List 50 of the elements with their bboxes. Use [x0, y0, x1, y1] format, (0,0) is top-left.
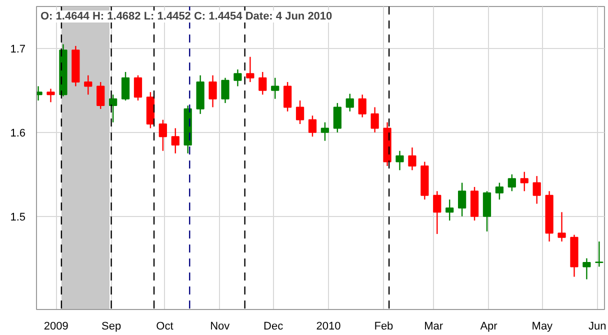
candlestick — [121, 71, 130, 102]
candlestick — [234, 68, 242, 87]
x-tick-label: Mar — [424, 320, 444, 332]
candlestick — [84, 74, 92, 96]
candlestick — [258, 71, 267, 96]
candlestick — [320, 122, 330, 142]
candlestick — [158, 119, 167, 152]
candlestick — [171, 128, 180, 154]
candlestick — [558, 212, 566, 242]
candlestick — [246, 56, 254, 83]
candlestick — [358, 94, 366, 118]
candlestick — [333, 102, 342, 133]
candlestick — [508, 174, 516, 192]
x-tick-label: Nov — [210, 320, 230, 332]
x-tick-label: Apr — [480, 320, 498, 332]
candlestick — [221, 77, 230, 104]
x-tick-label: Oct — [156, 320, 174, 332]
x-tick-label: Feb — [374, 320, 394, 332]
candlestick — [308, 115, 317, 138]
candlestick — [208, 74, 217, 108]
x-tick-label: Sep — [102, 320, 122, 332]
candlestick — [271, 77, 280, 100]
candlestick — [134, 74, 142, 102]
candlestick — [408, 146, 416, 171]
candlestick — [520, 171, 528, 192]
candlestick — [46, 88, 55, 103]
candlestick — [346, 93, 354, 112]
candlestick — [109, 94, 118, 123]
candlestick — [370, 106, 379, 133]
candlestick — [495, 182, 504, 200]
candlestick — [458, 182, 466, 217]
y-tick-label: 1.7 — [10, 43, 26, 56]
y-tick-label: 1.5 — [10, 211, 26, 224]
candlestick — [96, 81, 105, 110]
x-tick-label: May — [532, 320, 554, 332]
candlestick — [595, 240, 604, 268]
annotation: O: 1.4644 H: 1.4682 L: 1.4452 C: 1.4454 Date: 4 Jun 2010 — [40, 10, 332, 22]
x-tick-label: 2010 — [316, 320, 341, 332]
x-tick-label: Dec — [264, 320, 284, 332]
candlestick — [532, 175, 541, 204]
x-tick-label: Jun — [588, 320, 606, 332]
candlestick — [446, 198, 454, 222]
candlestick — [396, 150, 404, 171]
candlestick — [433, 190, 442, 235]
x-tick-label: 2009 — [44, 320, 68, 332]
candlestick — [582, 258, 591, 280]
y-tick-label: 1.6 — [10, 127, 26, 140]
candlestick — [296, 100, 304, 125]
candlestick — [284, 81, 292, 112]
candlestick — [482, 190, 492, 232]
